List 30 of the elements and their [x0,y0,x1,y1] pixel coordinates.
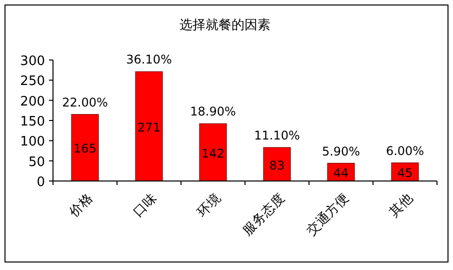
data-label: 83 [269,158,285,172]
annotation: 22.00% [62,95,108,110]
y-tick-label: 200 [20,94,45,110]
x-tick-label: 口味 [130,191,160,220]
y-tick-label: 100 [20,134,45,150]
chart-title: 选择就餐的因素 [180,18,270,33]
annotation: 6.00% [386,144,424,158]
y-tick-label: 0 [36,175,45,190]
data-label: 271 [138,120,160,134]
bar [263,147,291,182]
bar [135,71,163,182]
annotation: 5.90% [322,144,360,158]
y-tick-label: 50 [28,154,45,170]
x-tick-label: 交通方便 [304,190,352,239]
bar [71,114,99,182]
x-tick-label: 服务态度 [240,190,288,239]
data-label: 165 [74,142,96,156]
annotation: 36.10% [126,52,172,67]
x-tick-label: 价格 [66,191,96,221]
y-tick-label: 150 [20,114,45,130]
data-label: 44 [333,166,349,180]
annotation: 18.90% [190,104,236,119]
bar [199,123,227,182]
annotation: 11.10% [254,128,300,143]
data-label: 142 [202,146,224,160]
data-label: 45 [397,166,413,180]
y-tick-label: 300 [20,54,45,69]
x-tick-label: 其他 [386,191,416,220]
y-tick-label: 250 [20,74,45,90]
x-tick-label: 环境 [194,190,224,220]
